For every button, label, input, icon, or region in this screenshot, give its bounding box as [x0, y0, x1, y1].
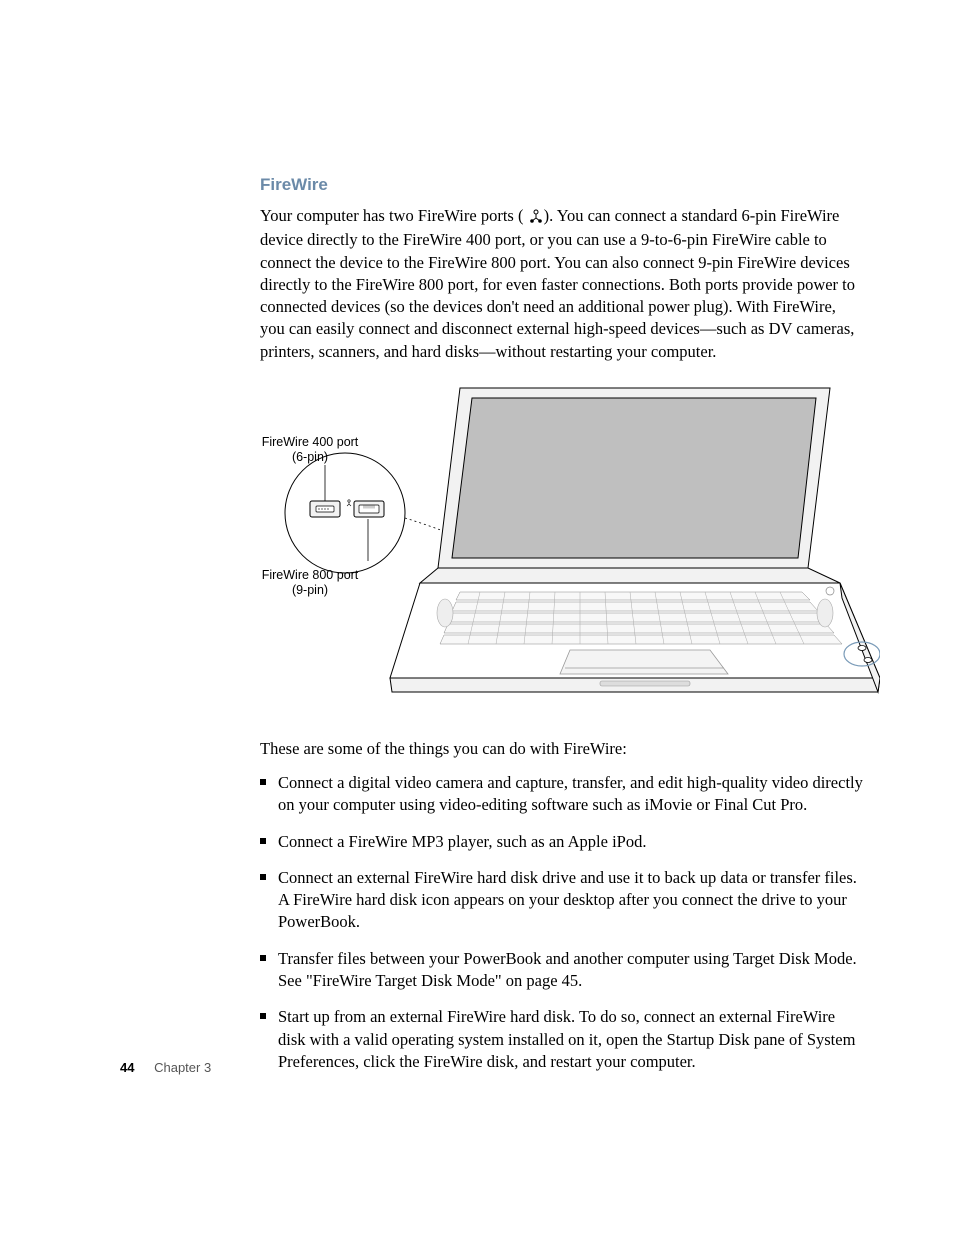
- firewire-uses-list: Connect a digital video camera and captu…: [260, 772, 864, 1073]
- port-detail-circle: [285, 453, 405, 573]
- intro-text-pre: Your computer has two FireWire ports (: [260, 206, 523, 225]
- list-item: Connect an external FireWire hard disk d…: [260, 867, 864, 934]
- chapter-label: Chapter 3: [154, 1060, 211, 1075]
- list-item: Transfer files between your PowerBook an…: [260, 948, 864, 993]
- laptop-diagram: FireWire 400 port (6-pin) FireWire 800 p…: [260, 383, 864, 713]
- callout-800-line1: FireWire 800 port: [240, 568, 380, 584]
- manual-page: FireWire Your computer has two FireWire …: [0, 0, 954, 1235]
- keyboard: [440, 592, 842, 644]
- callout-400-line2: (6-pin): [240, 450, 380, 466]
- intro-text-post: ). You can connect a standard 6-pin Fire…: [260, 206, 855, 361]
- firewire-icon: [528, 207, 544, 229]
- callout-firewire-800: FireWire 800 port (9-pin): [240, 568, 380, 599]
- page-number: 44: [120, 1060, 134, 1075]
- list-item: Start up from an external FireWire hard …: [260, 1006, 864, 1073]
- callout-firewire-400: FireWire 400 port (6-pin): [240, 435, 380, 466]
- page-footer: 44 Chapter 3: [120, 1060, 211, 1075]
- section-heading: FireWire: [260, 175, 864, 195]
- list-intro: These are some of the things you can do …: [260, 738, 864, 760]
- laptop-body: [390, 388, 880, 713]
- list-item: Connect a digital video camera and captu…: [260, 772, 864, 817]
- callout-400-line1: FireWire 400 port: [240, 435, 380, 451]
- intro-paragraph: Your computer has two FireWire ports ( )…: [260, 205, 864, 363]
- callout-800-line2: (9-pin): [240, 583, 380, 599]
- list-item: Connect a FireWire MP3 player, such as a…: [260, 831, 864, 853]
- laptop-illustration: [260, 383, 880, 713]
